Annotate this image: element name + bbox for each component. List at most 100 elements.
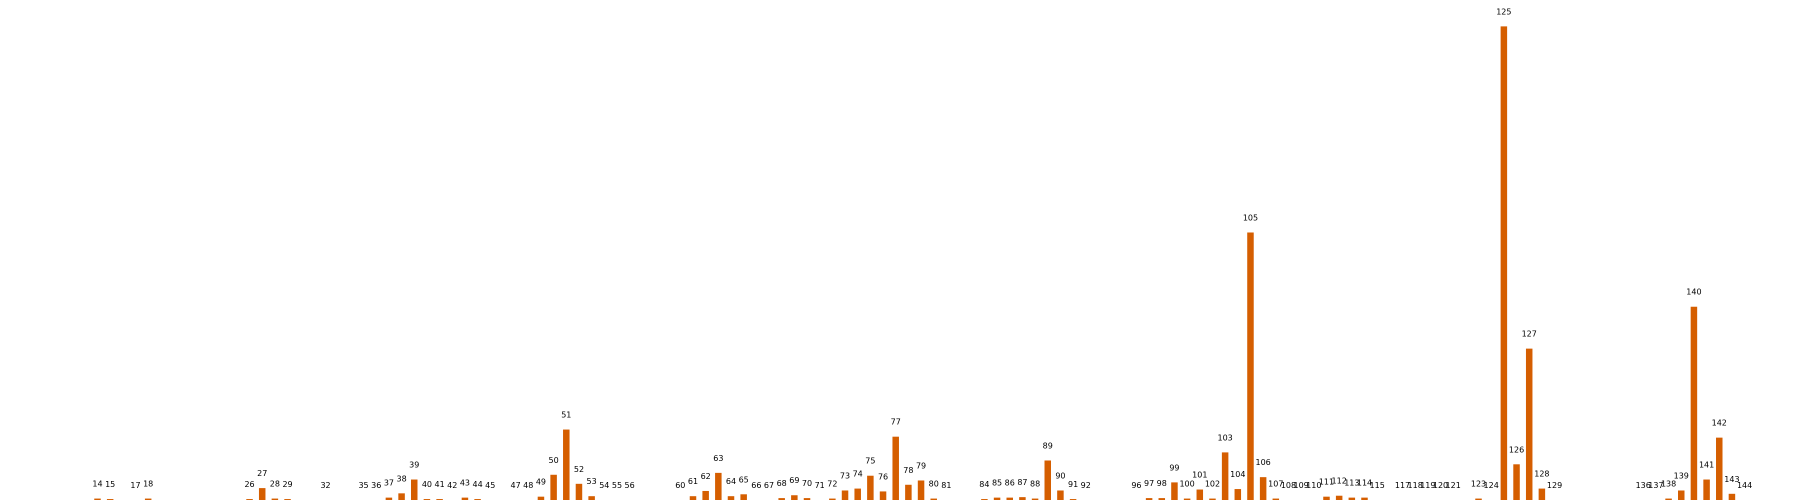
bar-label-112: 112 [1332,477,1347,486]
bar-102 [1209,498,1216,500]
bar-69 [791,495,798,500]
bar-label-128: 128 [1534,470,1549,479]
bar-label-89: 89 [1043,441,1053,450]
bar-label-55: 55 [612,481,622,490]
bar-label-117: 117 [1395,481,1410,490]
bar-74 [854,488,861,500]
bar-113 [1348,497,1356,500]
bar-80 [930,498,937,500]
bar-label-140: 140 [1686,288,1701,297]
bar-86 [1006,497,1013,500]
bar-label-15: 15 [105,480,115,489]
bar-label-41: 41 [434,480,444,489]
bar-143 [1728,493,1736,500]
bar-label-136: 136 [1636,481,1651,490]
bar-label-36: 36 [371,481,381,490]
bar-64 [727,496,735,500]
bar-43 [461,497,469,500]
bar-label-62: 62 [701,472,711,481]
bar-14 [94,498,101,500]
bar-label-106: 106 [1255,458,1270,467]
bar-97 [1145,498,1153,500]
bar-label-18: 18 [143,480,153,489]
bar-label-123: 123 [1471,480,1486,489]
bar-label-77: 77 [891,418,901,427]
bar-label-28: 28 [270,480,280,489]
bar-127 [1525,348,1533,500]
bar-label-91: 91 [1068,480,1078,489]
bar-label-120: 120 [1433,481,1448,490]
bar-37 [385,497,393,500]
bar-label-118: 118 [1408,481,1423,490]
bar-label-98: 98 [1157,479,1167,488]
bar-label-26: 26 [244,480,254,489]
bar-72 [829,498,836,500]
bar-label-32: 32 [320,481,330,490]
bar-label-85: 85 [992,479,1002,488]
bar-112 [1335,495,1343,500]
bar-label-137: 137 [1648,481,1663,490]
bar-label-79: 79 [916,461,926,470]
bar-label-129: 129 [1547,481,1562,490]
bar-label-56: 56 [625,481,635,490]
bar-label-86: 86 [1005,479,1015,488]
bar-142 [1716,437,1723,500]
bar-label-108: 108 [1281,481,1296,490]
bar-label-49: 49 [536,478,546,487]
bar-label-27: 27 [257,469,267,478]
bar-label-124: 124 [1484,481,1499,490]
bar-label-50: 50 [549,456,559,465]
bar-label-29: 29 [282,480,292,489]
bar-label-63: 63 [713,454,723,463]
bar-label-60: 60 [675,481,685,490]
bar-139 [1678,490,1685,500]
bar-label-70: 70 [802,479,812,488]
bar-79 [917,480,925,500]
bar-51 [563,429,570,500]
bar-68 [778,498,785,500]
bar-99 [1171,482,1178,500]
bar-18 [144,498,152,500]
bar-111 [1323,496,1330,500]
bar-label-38: 38 [396,474,406,483]
bar-label-17: 17 [130,481,140,490]
bar-label-105: 105 [1243,213,1258,222]
bar-100 [1183,498,1191,500]
bar-label-99: 99 [1169,463,1179,472]
bar-73 [841,490,849,500]
bar-85 [993,497,1001,500]
bar-63 [715,472,722,500]
bar-label-119: 119 [1420,481,1435,490]
bar-label-101: 101 [1192,471,1207,480]
bar-label-47: 47 [511,481,521,490]
bar-label-76: 76 [878,472,888,481]
bar-label-40: 40 [422,480,432,489]
bar-label-66: 66 [751,481,761,490]
bar-label-75: 75 [865,457,875,466]
bar-78 [905,484,912,500]
bar-label-61: 61 [688,477,698,486]
bar-label-109: 109 [1294,481,1309,490]
bar-126 [1513,464,1520,500]
bar-label-139: 139 [1674,471,1689,480]
bar-90 [1057,490,1064,500]
bar-53 [588,496,595,500]
bar-89 [1044,460,1051,500]
bar-label-71: 71 [815,481,825,490]
bar-114 [1361,497,1368,500]
bar-label-74: 74 [853,470,863,479]
bar-77 [892,436,899,500]
bar-107 [1272,498,1280,500]
bar-52 [575,483,583,500]
bar-label-100: 100 [1179,480,1194,489]
bar-106 [1259,477,1267,500]
bar-label-52: 52 [574,465,584,474]
bar-label-54: 54 [599,481,609,490]
bar-103 [1221,452,1229,500]
bar-label-69: 69 [789,476,799,485]
bar-125 [1500,26,1508,500]
bar-label-68: 68 [777,479,787,488]
bar-128 [1538,488,1546,500]
bar-49 [537,496,545,500]
